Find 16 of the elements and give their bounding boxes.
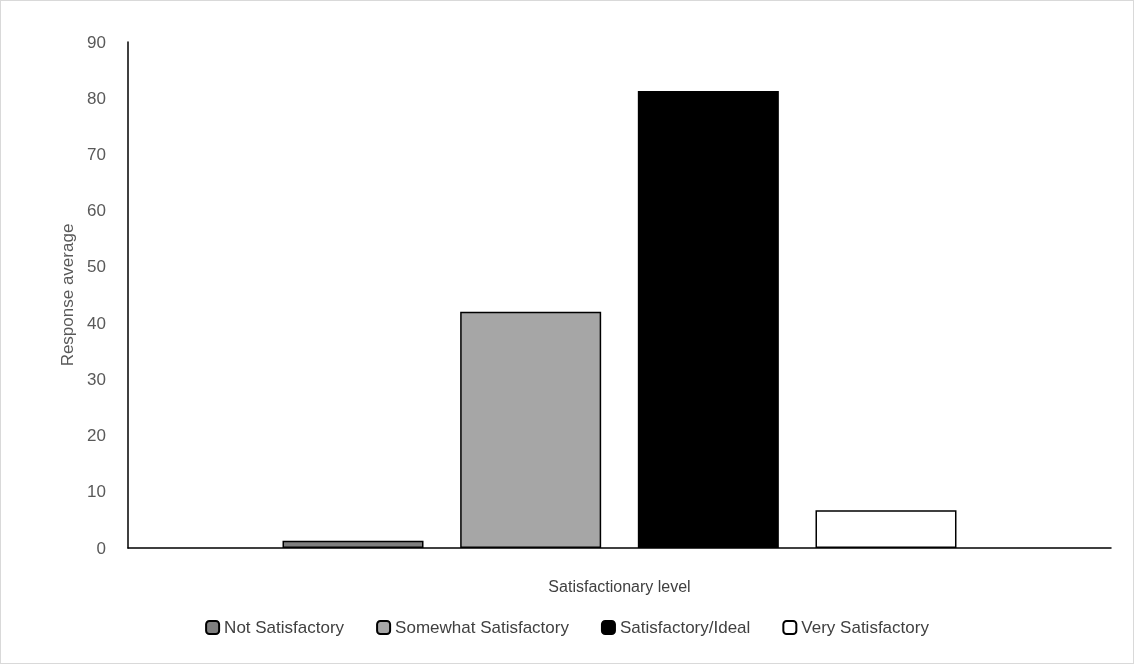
y-tick-label: 70 [87, 144, 106, 164]
y-tick-label: 20 [87, 426, 106, 446]
legend-label: Not Satisfactory [224, 618, 345, 637]
y-tick-label: 50 [87, 257, 106, 277]
y-tick-label: 80 [87, 88, 106, 108]
x-axis-title: Satisfactionary level [548, 577, 691, 595]
legend-label: Very Satisfactory [801, 618, 930, 637]
y-tick-label: 60 [87, 201, 106, 221]
y-tick-label: 40 [87, 313, 106, 333]
y-tick-label: 90 [87, 32, 106, 52]
y-tick-label: 30 [87, 369, 106, 389]
legend-label: Somewhat Satisfactory [395, 618, 570, 637]
y-tick-label: 0 [96, 538, 106, 558]
y-tick-label: 10 [87, 482, 106, 502]
legend-label: Satisfactory/Ideal [619, 618, 751, 637]
y-axis-title: Response average [58, 223, 77, 367]
